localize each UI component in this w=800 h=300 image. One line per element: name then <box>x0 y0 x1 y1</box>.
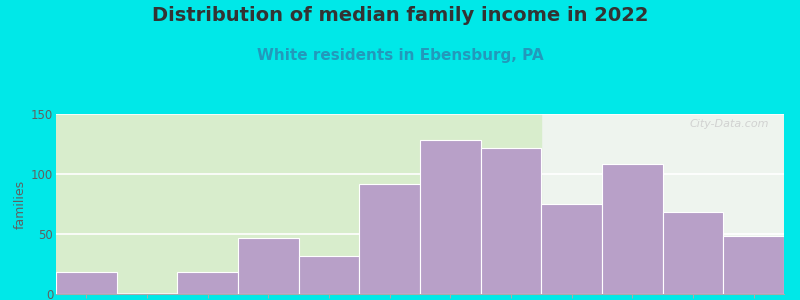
Bar <box>359 184 420 294</box>
Text: City-Data.com: City-Data.com <box>690 119 770 129</box>
Bar <box>178 272 238 294</box>
Bar <box>56 272 117 294</box>
Bar <box>298 256 359 294</box>
Text: Distribution of median family income in 2022: Distribution of median family income in … <box>152 6 648 25</box>
Bar <box>238 238 298 294</box>
Text: White residents in Ebensburg, PA: White residents in Ebensburg, PA <box>257 48 543 63</box>
Bar <box>542 204 602 294</box>
Bar <box>481 148 542 294</box>
Y-axis label: families: families <box>14 179 27 229</box>
Bar <box>662 212 723 294</box>
Bar <box>723 236 784 294</box>
Bar <box>602 164 662 294</box>
Bar <box>420 140 481 294</box>
Bar <box>56 114 542 294</box>
